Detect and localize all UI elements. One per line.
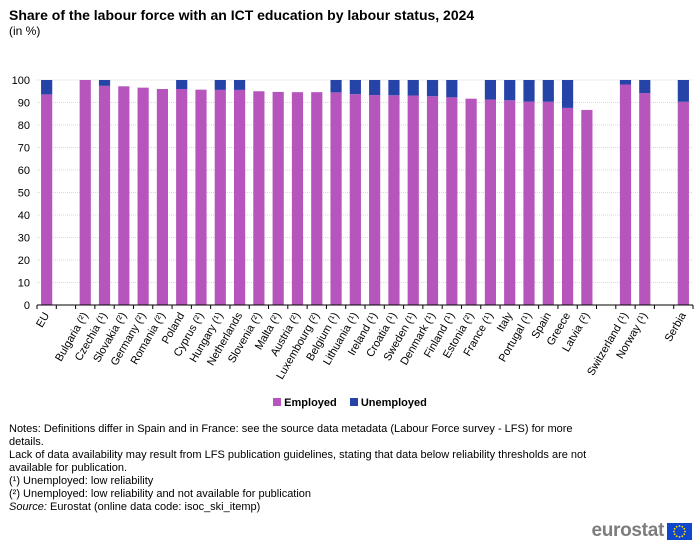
bar-employed xyxy=(407,95,419,305)
source-line: Source: Eurostat (online data code: isoc… xyxy=(9,501,599,514)
bar-unemployed xyxy=(369,80,381,96)
bar-unemployed xyxy=(542,80,554,102)
note-availability: Lack of data availability may result fro… xyxy=(9,449,587,474)
bar-unemployed xyxy=(349,80,361,95)
bar-employed xyxy=(561,107,574,306)
bar-employed xyxy=(291,92,304,306)
bar-employed xyxy=(542,101,554,305)
legend-swatch-unemployed xyxy=(349,398,358,406)
bar-unemployed xyxy=(484,80,497,100)
legend-label-employed: Employed xyxy=(284,397,337,409)
bar-unemployed xyxy=(426,80,439,97)
y-tick-label: 70 xyxy=(18,143,30,155)
bar-employed xyxy=(426,96,439,305)
bar-employed xyxy=(214,89,226,306)
chart-title: Share of the labour force with an ICT ed… xyxy=(9,7,475,23)
y-tick-label: 30 xyxy=(18,233,30,245)
x-tick-label: EU xyxy=(34,310,52,329)
y-tick-label: 80 xyxy=(18,120,30,132)
bar-unemployed xyxy=(523,80,535,102)
legend: Employed Unemployed xyxy=(0,397,700,409)
bar-employed xyxy=(79,80,91,305)
bar-employed xyxy=(677,101,689,305)
bar-employed xyxy=(484,99,497,305)
bar-unemployed xyxy=(407,80,419,96)
bar-employed xyxy=(98,85,111,305)
bar-unemployed xyxy=(330,80,342,93)
bar-employed xyxy=(137,87,149,306)
bar-employed xyxy=(369,95,381,305)
bar-unemployed xyxy=(233,80,246,90)
bar-unemployed xyxy=(41,80,53,95)
bar-unemployed xyxy=(504,80,516,101)
note-definitions: Notes: Definitions differ in Spain and i… xyxy=(9,423,573,448)
bar-unemployed xyxy=(639,80,651,94)
note-footnote-1: (¹) Unemployed: low reliability xyxy=(9,475,154,487)
source-label: Source: xyxy=(9,501,47,513)
legend-item-unemployed[interactable]: Unemployed xyxy=(349,397,427,409)
legend-item-employed[interactable]: Employed xyxy=(273,397,337,409)
y-tick-label: 90 xyxy=(18,98,30,110)
bar-employed xyxy=(465,98,477,305)
bar-employed xyxy=(41,94,53,306)
bar-employed xyxy=(233,89,246,306)
bar-employed xyxy=(253,91,265,305)
legend-swatch-employed xyxy=(273,398,282,406)
legend-label-unemployed: Unemployed xyxy=(360,397,427,409)
y-tick-label: 20 xyxy=(18,255,30,267)
grid-lines xyxy=(37,79,693,283)
y-tick-label: 10 xyxy=(18,278,30,290)
bar-employed xyxy=(311,92,323,306)
bars xyxy=(41,80,689,306)
y-tick-label: 60 xyxy=(18,165,30,177)
eurostat-logo[interactable]: eurostat xyxy=(591,520,692,542)
bar-employed xyxy=(523,101,535,305)
bar-employed xyxy=(581,109,593,306)
bar-employed xyxy=(639,93,651,305)
y-tick-label: 40 xyxy=(18,210,30,222)
bar-employed xyxy=(619,84,632,305)
bar-unemployed xyxy=(214,80,226,90)
bar-employed xyxy=(504,100,516,305)
bar-unemployed xyxy=(98,80,111,86)
logo-text: eurostat xyxy=(591,520,664,541)
bar-unemployed xyxy=(176,80,188,89)
bar-employed xyxy=(446,97,458,305)
note-footnote-2: (²) Unemployed: low reliability and not … xyxy=(9,488,312,500)
source-text: Eurostat (online data code: isoc_ski_ite… xyxy=(46,501,261,513)
bar-unemployed xyxy=(677,80,689,102)
bar-employed xyxy=(195,89,207,305)
bar-employed xyxy=(388,95,400,305)
chart-subtitle: (in %) xyxy=(9,24,41,38)
bar-unemployed xyxy=(561,80,574,108)
y-tick-label: 50 xyxy=(18,188,30,200)
y-tick-label: 100 xyxy=(12,75,30,87)
y-tick-label: 0 xyxy=(24,300,30,312)
eu-flag-icon xyxy=(667,522,692,540)
bar-employed xyxy=(349,94,361,305)
bar-employed xyxy=(156,89,169,305)
bar-unemployed xyxy=(388,80,400,96)
notes: Notes: Definitions differ in Spain and i… xyxy=(9,423,599,514)
bar-employed xyxy=(118,86,130,305)
bar-employed xyxy=(176,89,188,305)
bar-employed xyxy=(272,91,284,305)
bar-unemployed xyxy=(446,80,458,98)
x-tick-label: Serbia xyxy=(663,310,690,344)
bar-unemployed xyxy=(619,80,632,85)
bar-employed xyxy=(330,92,342,306)
